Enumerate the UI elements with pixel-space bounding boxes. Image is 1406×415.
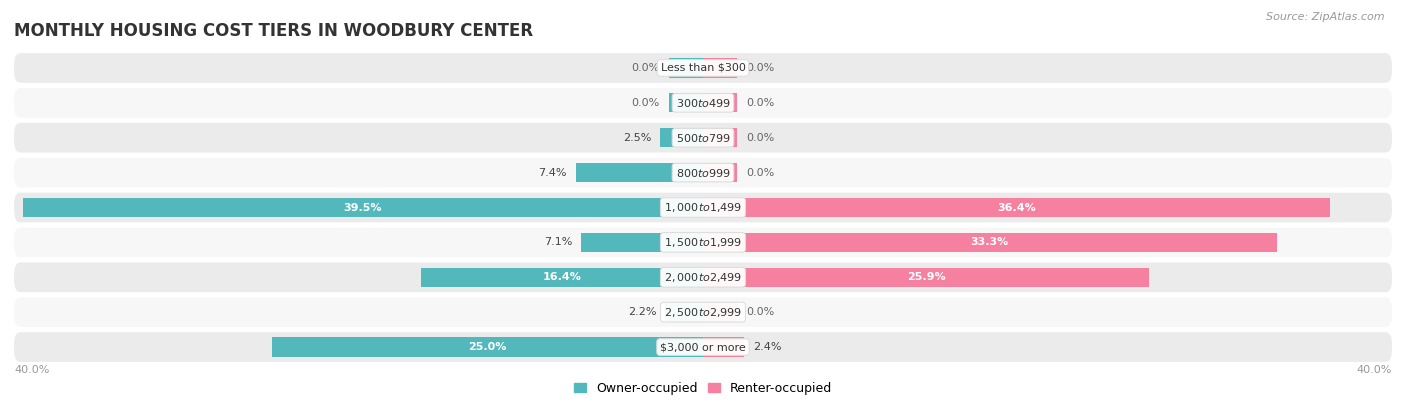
FancyBboxPatch shape [14, 53, 1392, 83]
Text: 0.0%: 0.0% [747, 133, 775, 143]
Bar [669, 59, 703, 78]
Bar [703, 163, 738, 182]
Bar [703, 268, 1149, 287]
Bar [22, 198, 703, 217]
Bar [669, 93, 703, 112]
Text: Less than $300: Less than $300 [661, 63, 745, 73]
Text: Source: ZipAtlas.com: Source: ZipAtlas.com [1267, 12, 1385, 22]
FancyBboxPatch shape [14, 158, 1392, 188]
Text: 0.0%: 0.0% [631, 98, 659, 108]
Bar [581, 233, 703, 252]
Bar [703, 337, 744, 356]
Text: 40.0%: 40.0% [1357, 365, 1392, 375]
Text: $800 to $999: $800 to $999 [675, 166, 731, 178]
Bar [420, 268, 703, 287]
Text: 0.0%: 0.0% [631, 63, 659, 73]
Text: 25.0%: 25.0% [468, 342, 508, 352]
Text: $500 to $799: $500 to $799 [675, 132, 731, 144]
Bar [659, 128, 703, 147]
Text: $300 to $499: $300 to $499 [675, 97, 731, 109]
Text: 0.0%: 0.0% [747, 63, 775, 73]
Bar [703, 59, 738, 78]
Bar [581, 233, 703, 252]
Text: 0.0%: 0.0% [747, 98, 775, 108]
Bar [575, 163, 703, 182]
Bar [665, 303, 703, 322]
FancyBboxPatch shape [14, 262, 1392, 292]
Text: 2.2%: 2.2% [628, 307, 657, 317]
Text: 16.4%: 16.4% [543, 272, 581, 282]
Bar [420, 268, 703, 287]
Text: 40.0%: 40.0% [14, 365, 49, 375]
Text: 2.4%: 2.4% [754, 342, 782, 352]
FancyBboxPatch shape [14, 227, 1392, 257]
Bar [22, 198, 703, 217]
Text: $1,000 to $1,499: $1,000 to $1,499 [664, 201, 742, 214]
Text: 7.4%: 7.4% [538, 168, 567, 178]
FancyBboxPatch shape [14, 193, 1392, 222]
Text: 33.3%: 33.3% [970, 237, 1010, 247]
Bar [703, 128, 738, 147]
Text: 36.4%: 36.4% [997, 203, 1036, 212]
Bar [669, 59, 703, 78]
Bar [703, 198, 1330, 217]
Text: $1,500 to $1,999: $1,500 to $1,999 [664, 236, 742, 249]
Legend: Owner-occupied, Renter-occupied: Owner-occupied, Renter-occupied [568, 377, 838, 400]
Bar [273, 337, 703, 356]
Bar [273, 337, 703, 356]
Bar [669, 93, 703, 112]
FancyBboxPatch shape [14, 297, 1392, 327]
Text: 2.5%: 2.5% [623, 133, 651, 143]
Bar [703, 93, 738, 112]
Bar [703, 303, 738, 322]
Bar [665, 303, 703, 322]
Text: $2,500 to $2,999: $2,500 to $2,999 [664, 306, 742, 319]
FancyBboxPatch shape [14, 88, 1392, 118]
Bar [575, 163, 703, 182]
FancyBboxPatch shape [14, 123, 1392, 153]
FancyBboxPatch shape [14, 332, 1392, 362]
Text: $2,000 to $2,499: $2,000 to $2,499 [664, 271, 742, 284]
Text: MONTHLY HOUSING COST TIERS IN WOODBURY CENTER: MONTHLY HOUSING COST TIERS IN WOODBURY C… [14, 22, 533, 40]
Text: 0.0%: 0.0% [747, 168, 775, 178]
Text: 0.0%: 0.0% [747, 307, 775, 317]
Text: $3,000 or more: $3,000 or more [661, 342, 745, 352]
Bar [703, 233, 1277, 252]
Text: 7.1%: 7.1% [544, 237, 572, 247]
Text: 39.5%: 39.5% [343, 203, 382, 212]
Text: 25.9%: 25.9% [907, 272, 945, 282]
Bar [659, 128, 703, 147]
